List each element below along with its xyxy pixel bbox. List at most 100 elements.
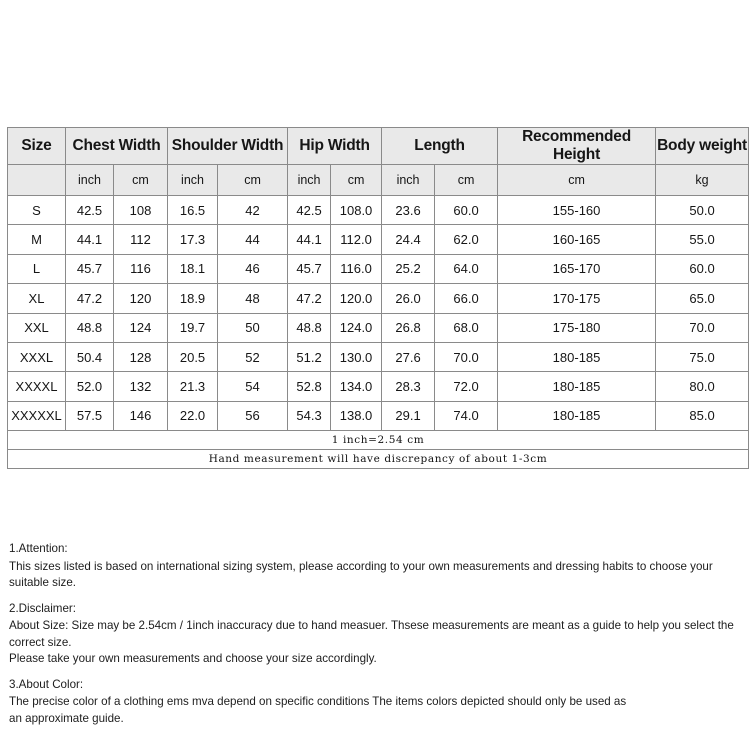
measurement-cell: 70.0 bbox=[434, 341, 499, 373]
measurement-cell: 70.0 bbox=[655, 312, 750, 343]
note-heading: 2.Disclaimer: bbox=[9, 601, 76, 615]
unit-header-cell: cm bbox=[112, 164, 169, 196]
note-heading: 1.Attention: bbox=[9, 542, 68, 555]
measurement-cell: 25.2 bbox=[381, 253, 436, 285]
measurement-cell: 112 bbox=[112, 224, 169, 255]
table-footer-note-row: 1 inch=2.54 cm bbox=[6, 430, 750, 451]
size-label-cell: M bbox=[7, 224, 66, 255]
table-footer-note: Hand measurement will have discrepancy o… bbox=[6, 449, 750, 470]
measurement-cell: 52.0 bbox=[65, 371, 114, 402]
measurement-cell: 180-185 bbox=[497, 371, 657, 402]
column-group-header: Hip Width bbox=[287, 127, 383, 165]
table-header: Size Chest Width Shoulder Width Hip Width Le… bbox=[7, 127, 750, 196]
size-label-cell: S bbox=[7, 194, 66, 226]
measurement-cell: 27.6 bbox=[381, 341, 436, 373]
measurement-cell: 17.3 bbox=[167, 224, 219, 255]
measurement-cell: 50.0 bbox=[655, 194, 750, 226]
measurement-cell: 120.0 bbox=[330, 283, 383, 314]
measurement-cell: 45.7 bbox=[287, 253, 332, 285]
measurement-cell: 54 bbox=[217, 371, 289, 402]
measurement-cell: 66.0 bbox=[434, 283, 499, 314]
measurement-cell: 60.0 bbox=[434, 194, 499, 226]
note-line: Please take your own measurements and ch… bbox=[9, 652, 377, 665]
measurement-cell: 116.0 bbox=[330, 253, 383, 285]
measurement-cell: 51.2 bbox=[287, 341, 332, 373]
measurement-cell: 134.0 bbox=[330, 371, 383, 402]
measurement-cell: 62.0 bbox=[434, 224, 499, 255]
column-group-header: Body weight bbox=[655, 127, 750, 165]
table-row: XXXL 50.4 128 20.5 52 51.2 130.0 27.6 70.0 180-18… bbox=[7, 341, 750, 373]
measurement-cell: 24.4 bbox=[381, 224, 436, 255]
note-block: 2.Disclaimer: About Size: Size may be 2.5… bbox=[9, 601, 745, 668]
measurement-cell: 68.0 bbox=[434, 312, 499, 343]
measurement-cell: 26.8 bbox=[381, 312, 436, 343]
measurement-cell: 138.0 bbox=[330, 400, 383, 432]
table-footer-note: 1 inch=2.54 cm bbox=[6, 430, 750, 451]
note-line: an approximate guide. bbox=[9, 711, 124, 725]
measurement-cell: 116 bbox=[112, 253, 169, 285]
unit-header-blank bbox=[7, 164, 66, 196]
table-footer: 1 inch=2.54 cm Hand measurement will have… bbox=[6, 430, 750, 470]
note-block: 1.Attention: This sizes listed is based o… bbox=[9, 541, 745, 592]
table-row: XXXXL 52.0 132 21.3 54 52.8 134.0 28.3 72.0 180-1… bbox=[7, 371, 750, 402]
measurement-cell: 48.8 bbox=[65, 312, 114, 343]
notes-section: 1.Attention: This sizes listed is based o… bbox=[9, 541, 745, 727]
measurement-cell: 50 bbox=[217, 312, 289, 343]
column-group-header: Size bbox=[7, 127, 66, 165]
measurement-cell: 146 bbox=[112, 400, 169, 432]
measurement-cell: 124 bbox=[112, 312, 169, 343]
size-chart-table: Size Chest Width Shoulder Width Hip Width Le… bbox=[6, 127, 750, 470]
measurement-cell: 20.5 bbox=[167, 341, 219, 373]
measurement-cell: 21.3 bbox=[167, 371, 219, 402]
measurement-cell: 180-185 bbox=[497, 400, 657, 432]
note-block: 3.About Color: The precise color of a clo… bbox=[9, 677, 745, 728]
measurement-cell: 112.0 bbox=[330, 224, 383, 255]
note-line: This sizes listed is based on internatio… bbox=[9, 559, 713, 590]
size-label-cell: XXXXXL bbox=[7, 400, 66, 432]
measurement-cell: 46 bbox=[217, 253, 289, 285]
table-row: L 45.7 116 18.1 46 45.7 116.0 25.2 64.0 165-170 60… bbox=[7, 253, 750, 285]
measurement-cell: 48 bbox=[217, 283, 289, 314]
note-line: About Size: Size may be 2.54cm / 1inch i… bbox=[9, 619, 734, 649]
measurement-cell: 47.2 bbox=[287, 283, 332, 314]
measurement-cell: 19.7 bbox=[167, 312, 219, 343]
size-table-container: Size Chest Width Shoulder Width Hip Width Le… bbox=[6, 127, 750, 470]
unit-header-cell: cm bbox=[330, 164, 383, 196]
column-group-header: Shoulder Width bbox=[167, 127, 289, 165]
measurement-cell: 160-165 bbox=[497, 224, 657, 255]
measurement-cell: 124.0 bbox=[330, 312, 383, 343]
measurement-cell: 42 bbox=[217, 194, 289, 226]
measurement-cell: 54.3 bbox=[287, 400, 332, 432]
measurement-cell: 128 bbox=[112, 341, 169, 373]
unit-header-cell: kg bbox=[655, 164, 750, 196]
measurement-cell: 28.3 bbox=[381, 371, 436, 402]
table-body: S 42.5 108 16.5 42 42.5 108.0 23.6 60.0 155-160 50… bbox=[7, 194, 750, 432]
measurement-cell: 108 bbox=[112, 194, 169, 226]
measurement-cell: 42.5 bbox=[287, 194, 332, 226]
measurement-cell: 52 bbox=[217, 341, 289, 373]
measurement-cell: 42.5 bbox=[65, 194, 114, 226]
measurement-cell: 16.5 bbox=[167, 194, 219, 226]
measurement-cell: 72.0 bbox=[434, 371, 499, 402]
measurement-cell: 75.0 bbox=[655, 341, 750, 373]
measurement-cell: 170-175 bbox=[497, 283, 657, 314]
measurement-cell: 50.4 bbox=[65, 341, 114, 373]
unit-header-cell: inch bbox=[167, 164, 219, 196]
table-group-header-row: Size Chest Width Shoulder Width Hip Width Le… bbox=[7, 127, 750, 165]
measurement-cell: 65.0 bbox=[655, 283, 750, 314]
measurement-cell: 175-180 bbox=[497, 312, 657, 343]
measurement-cell: 60.0 bbox=[655, 253, 750, 285]
measurement-cell: 44 bbox=[217, 224, 289, 255]
unit-header-cell: inch bbox=[65, 164, 114, 196]
measurement-cell: 85.0 bbox=[655, 400, 750, 432]
size-label-cell: XXXL bbox=[7, 341, 66, 373]
measurement-cell: 155-160 bbox=[497, 194, 657, 226]
column-group-header: Recommended Height bbox=[497, 127, 657, 165]
measurement-cell: 52.8 bbox=[287, 371, 332, 402]
measurement-cell: 18.1 bbox=[167, 253, 219, 285]
table-row: XXXXXL 57.5 146 22.0 56 54.3 138.0 29.1 74.0 180-… bbox=[7, 400, 750, 432]
table-row: XXL 48.8 124 19.7 50 48.8 124.0 26.8 68.0 175-180… bbox=[7, 312, 750, 343]
note-heading: 3.About Color: bbox=[9, 677, 84, 691]
size-label-cell: L bbox=[7, 253, 66, 285]
measurement-cell: 18.9 bbox=[167, 283, 219, 314]
